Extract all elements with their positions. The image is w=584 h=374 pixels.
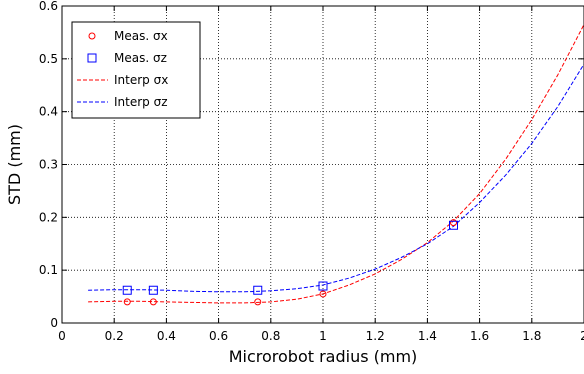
- legend-label: Interp σz: [114, 95, 168, 109]
- data-point: [148, 285, 158, 295]
- data-point: [318, 281, 328, 291]
- series-line: [88, 63, 584, 293]
- legend-item: Interp σz: [77, 95, 168, 109]
- x-tick-label: 1.8: [522, 329, 541, 343]
- y-tick-label: 0: [50, 316, 58, 330]
- y-tick-label: 0.1: [39, 263, 58, 277]
- legend-item: Meas. σz: [87, 51, 167, 65]
- y-tick-label: 0.4: [39, 105, 58, 119]
- x-axis-title: Microrobot radius (mm): [229, 347, 418, 366]
- x-tick-label: 1.2: [366, 329, 385, 343]
- x-tick-label: 1.4: [418, 329, 437, 343]
- legend: Meas. σx Meas. σz Interp σx Interp σz: [71, 21, 201, 119]
- legend-label: Meas. σz: [114, 51, 167, 65]
- y-tick-label: 0.2: [39, 210, 58, 224]
- legend-label: Meas. σx: [114, 29, 168, 43]
- legend-box: [71, 21, 201, 119]
- legend-item: Interp σx: [77, 73, 168, 87]
- data-point: [450, 219, 457, 227]
- x-tick-label: 0.2: [105, 329, 124, 343]
- y-tick-label: 0.6: [39, 0, 58, 13]
- x-tick-label: 0.8: [261, 329, 280, 343]
- data-point: [149, 298, 157, 306]
- data-point: [319, 290, 327, 298]
- x-tick-label: 0: [58, 329, 66, 343]
- x-tick-label: 0.6: [209, 329, 228, 343]
- data-point: [122, 285, 132, 295]
- y-tick-label: 0.3: [39, 158, 58, 172]
- ticks: 0 0.2 0.4 0.6 0.8 1 1.2 1.4 1.6 1.8 2 0 0.1 0.2 0.3 0.4…: [39, 0, 584, 343]
- series-line: [88, 24, 584, 304]
- x-tick-label: 0.4: [157, 329, 176, 343]
- x-tick-label: 1.6: [470, 329, 489, 343]
- data-point: [254, 298, 262, 306]
- legend-marker: [88, 32, 96, 40]
- data-point: [123, 298, 131, 306]
- y-tick-label: 0.5: [39, 52, 58, 66]
- y-axis-title: STD (mm): [5, 124, 24, 205]
- x-tick-label: 2: [580, 329, 584, 343]
- x-tick-label: 1: [319, 329, 327, 343]
- legend-item: Meas. σx: [88, 29, 168, 43]
- legend-label: Interp σx: [114, 73, 168, 87]
- data-point: [253, 285, 263, 295]
- data-point: [449, 220, 458, 230]
- legend-marker: [87, 53, 97, 63]
- plot-area: [88, 24, 584, 306]
